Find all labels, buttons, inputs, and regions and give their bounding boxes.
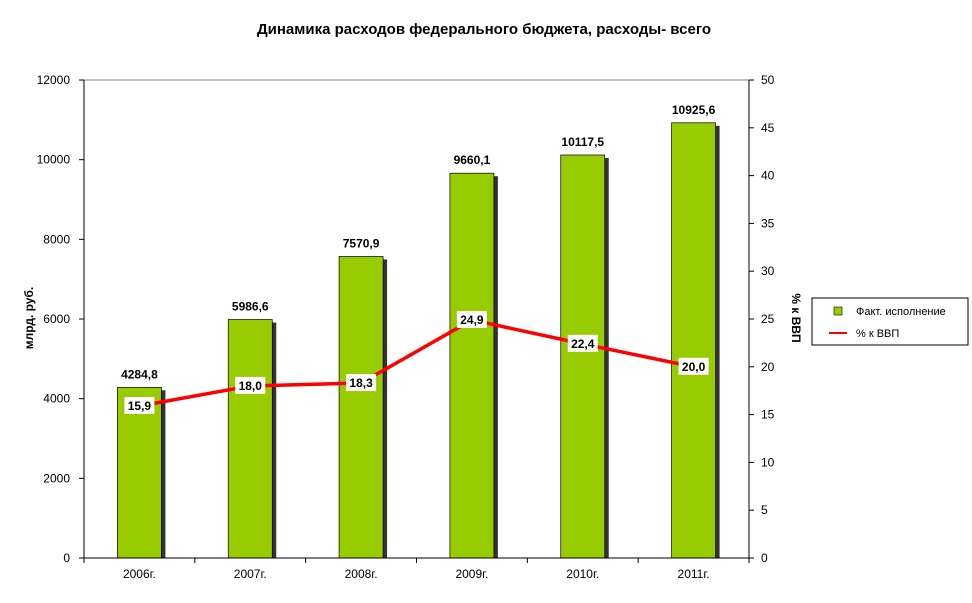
y2-tick-label: 25: [761, 312, 775, 326]
line-data-label: 24,9: [460, 313, 484, 327]
x-tick-label: 2008г.: [345, 567, 378, 581]
x-tick-label: 2010г.: [566, 567, 599, 581]
y-tick-label: 0: [63, 551, 70, 565]
y2-tick-label: 45: [761, 121, 775, 135]
y-tick-label: 10000: [37, 153, 71, 167]
bar: [338, 256, 384, 559]
legend-swatch-bars: [833, 306, 843, 316]
line-data-label: 20,0: [682, 360, 706, 374]
y2-axis-title: % к ВВП: [789, 293, 803, 342]
bar-data-label: 7570,9: [343, 236, 380, 250]
y-tick-label: 6000: [43, 312, 70, 326]
y2-tick-label: 30: [761, 264, 775, 278]
line-label-bg: [567, 334, 598, 352]
legend-label-line: % к ВВП: [856, 328, 899, 340]
y-tick-label: 12000: [37, 73, 71, 87]
line-series: [139, 318, 694, 408]
y2-tick-label: 15: [761, 408, 775, 422]
bar-data-label: 10117,5: [561, 135, 604, 149]
y-tick-label: 8000: [43, 232, 70, 246]
y-tick-label: 2000: [43, 471, 70, 485]
x-tick-label: 2011г.: [678, 567, 710, 581]
bar: [671, 122, 716, 559]
line-label-bg: [235, 376, 266, 394]
y2-tick-label: 50: [761, 73, 775, 87]
bar: [117, 386, 162, 559]
y2-tick-label: 0: [761, 551, 768, 565]
plot-area: [83, 79, 750, 559]
bar: [449, 172, 495, 559]
chart-title: Динамика расходов федерального бюджета, …: [257, 21, 711, 38]
x-tick-label: 2009г.: [455, 567, 488, 581]
line-data-label: 22,4: [571, 337, 595, 351]
line-label-bg: [346, 374, 377, 392]
line-label-bg: [678, 357, 709, 375]
line-label-bg: [124, 396, 155, 414]
y-axis-title: млрд. руб.: [22, 287, 36, 349]
line-label-bg: [456, 310, 487, 328]
bar-data-label: 5986,6: [232, 300, 269, 314]
legend-box: [811, 297, 969, 346]
y2-tick-label: 10: [761, 455, 775, 469]
x-tick-label: 2006г.: [123, 567, 156, 581]
bar: [227, 319, 273, 559]
y2-tick-label: 5: [761, 503, 768, 517]
line-data-label: 18,0: [239, 379, 263, 393]
bar-data-label: 9660,1: [454, 153, 491, 167]
y2-tick-label: 40: [761, 169, 775, 183]
line-data-label: 18,3: [349, 376, 373, 390]
legend: Факт. исполнение % к ВВП: [811, 297, 969, 346]
bar-data-label: 4284,8: [121, 367, 158, 381]
line-data-label: 15,9: [128, 399, 152, 413]
y2-tick-label: 20: [761, 360, 775, 374]
legend-label-bars: Факт. исполнение: [856, 306, 946, 318]
bar-data-label: 10925,6: [672, 103, 716, 117]
y2-tick-label: 35: [761, 216, 775, 230]
bar: [560, 154, 606, 559]
x-tick-label: 2007г.: [234, 567, 267, 581]
y-tick-label: 4000: [43, 392, 70, 406]
